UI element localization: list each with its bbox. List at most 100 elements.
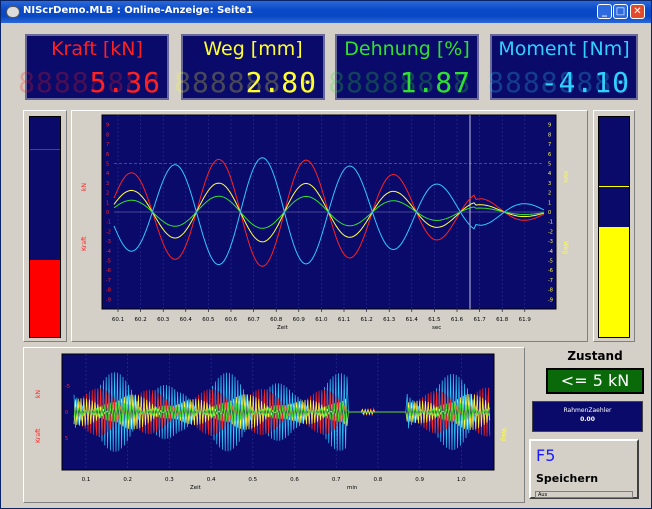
bottom-x-tick: 0.4 — [207, 477, 216, 483]
bottom-y-tick-left: 5 — [65, 436, 68, 442]
main-y-tick-left: 5 — [106, 162, 109, 168]
bottom-y-unit-left: kN — [35, 390, 42, 398]
main-y-tick-right: 3 — [548, 181, 551, 187]
bottom-x-tick: 0.7 — [332, 477, 341, 483]
dehnung-curve — [113, 195, 545, 229]
main-y-unit-right: mm — [562, 171, 569, 183]
bottom-x-tick: 0.9 — [415, 477, 424, 483]
main-x-tick: 61.7 — [473, 317, 486, 323]
close-button[interactable]: ✕ — [630, 4, 645, 19]
main-x-tick: 60.2 — [134, 317, 146, 323]
main-y-tick-right: 6 — [548, 152, 551, 158]
main-y-tick-right: 0 — [548, 210, 551, 216]
main-x-tick: 60.1 — [112, 317, 124, 323]
main-y-label-right: Weg — [562, 241, 569, 254]
main-x-tick: 61.2 — [360, 317, 372, 323]
main-x-tick: 60.3 — [157, 317, 170, 323]
main-y-tick-left: -5 — [106, 259, 111, 265]
main-y-tick-right: -3 — [548, 239, 553, 245]
moment-ghost-digits: 88888888 — [487, 66, 630, 99]
weg-bar-fill — [599, 227, 629, 337]
main-y-tick-left: 3 — [106, 181, 109, 187]
rahmenzaehler-label: RahmenZaehler — [563, 407, 612, 414]
main-x-tick: 61.8 — [496, 317, 509, 323]
main-y-tick-left: 4 — [106, 171, 109, 177]
main-x-tick: 61.1 — [338, 317, 350, 323]
kraft-ghost-digits: 88888888 — [18, 66, 161, 99]
main-x-tick: 60.8 — [270, 317, 283, 323]
main-x-tick: 60.4 — [180, 317, 193, 323]
bottom-wave-3 — [73, 401, 491, 423]
dehnung-label: Dehnung [%] — [344, 38, 470, 60]
bottom-x-unit: min — [347, 485, 358, 491]
main-y-tick-right: -9 — [548, 297, 553, 303]
main-x-tick: 61.5 — [428, 317, 441, 323]
main-x-label: Zeit — [277, 325, 289, 331]
weg-bargraph — [598, 116, 630, 338]
moment-curve — [113, 157, 545, 266]
rahmenzaehler-value: 0.00 — [580, 416, 595, 423]
main-y-tick-right: -8 — [548, 288, 553, 294]
f5-key-label: F5 — [536, 446, 556, 465]
bottom-chart-panel: 0.1 0.2 0.3 0.4 0.5 0.6 0.7 0.8 0.9 1.0 5 0 -5 kN Kraf… — [23, 347, 525, 503]
minimize-button[interactable]: _ — [597, 4, 612, 19]
f5-status-bar: Aus — [535, 491, 633, 498]
dehnung-display: Dehnung [%] 88888888 1.87 — [328, 34, 479, 100]
main-y-tick-right: 1 — [548, 200, 551, 206]
weg-bar-marker — [599, 186, 629, 188]
weg-label: Weg [mm] — [203, 38, 303, 60]
main-y-tick-right: -6 — [548, 268, 553, 274]
main-y-tick-left: -3 — [106, 239, 111, 245]
moment-value: -4.10 — [540, 66, 630, 99]
maximize-button[interactable]: □ — [613, 4, 628, 19]
bottom-y-tick-left: 0 — [65, 410, 68, 416]
main-x-tick: 61.3 — [383, 317, 396, 323]
bottom-x-tick: 0.3 — [165, 477, 174, 483]
bottom-x-tick: 0.5 — [248, 477, 257, 483]
app-icon — [6, 6, 20, 18]
bottom-x-tick: 1.0 — [457, 477, 466, 483]
moment-display: Moment [Nm] 88888888 -4.10 — [487, 34, 638, 100]
title-bar[interactable]: NIScrDemo.MLB : Online-Anzeige: Seite1 _… — [1, 1, 651, 23]
f5-save-button[interactable]: F5 Speichern Aus — [529, 439, 639, 499]
main-y-tick-right: 7 — [548, 142, 551, 148]
bottom-x-tick: 0.8 — [374, 477, 383, 483]
main-chart-panel: 60.1 60.2 60.3 60.4 60.5 60.6 60.7 60.8 60.9 61.0… — [71, 110, 588, 342]
main-y-tick-left: 2 — [106, 191, 109, 197]
main-x-tick: 61.9 — [519, 317, 532, 323]
bottom-x-tick: 0.1 — [82, 477, 91, 483]
bottom-chart[interactable]: 0.1 0.2 0.3 0.4 0.5 0.6 0.7 0.8 0.9 1.0 5 0 -5 kN Kraf… — [24, 348, 524, 502]
main-chart[interactable]: 60.1 60.2 60.3 60.4 60.5 60.6 60.7 60.8 60.9 61.0… — [72, 111, 587, 341]
main-y-tick-left: 8 — [106, 132, 109, 138]
zustand-title: Zustand — [567, 349, 623, 363]
main-y-tick-left: -8 — [106, 288, 111, 294]
bottom-y-tick-left: -5 — [65, 384, 70, 390]
zustand-value: <= 5 kN — [546, 368, 644, 394]
main-y-tick-left: 7 — [106, 142, 109, 148]
main-y-tick-right: 8 — [548, 132, 551, 138]
main-y-tick-left: 1 — [106, 200, 109, 206]
main-y-tick-right: -4 — [548, 249, 553, 255]
main-y-tick-left: -2 — [106, 229, 111, 235]
kraft-bar-marker — [30, 149, 60, 150]
dehnung-ghost-digits: 88888888 — [328, 66, 471, 99]
weg-value: 2.80 — [245, 66, 317, 99]
main-x-tick: 60.6 — [225, 317, 238, 323]
main-x-tick: 61.0 — [315, 317, 328, 323]
main-x-tick: 60.5 — [202, 317, 215, 323]
left-bar-panel — [23, 110, 67, 342]
main-y-tick-left: 0 — [106, 210, 109, 216]
main-y-tick-left: -6 — [106, 268, 111, 274]
main-y-tick-right: 4 — [548, 171, 551, 177]
kraft-display: Kraft [kN] 88888888 5.36 — [18, 34, 169, 100]
main-x-unit: sec — [432, 325, 441, 331]
bottom-y-label-right: Weg — [500, 428, 507, 441]
main-y-tick-right: -7 — [548, 278, 553, 284]
main-y-tick-left: -4 — [106, 249, 111, 255]
bottom-x-tick: 0.2 — [123, 477, 132, 483]
main-y-tick-right: 9 — [548, 123, 551, 129]
kraft-bar-fill — [30, 260, 60, 337]
main-x-tick: 61.6 — [451, 317, 464, 323]
main-y-tick-left: 6 — [106, 152, 109, 158]
